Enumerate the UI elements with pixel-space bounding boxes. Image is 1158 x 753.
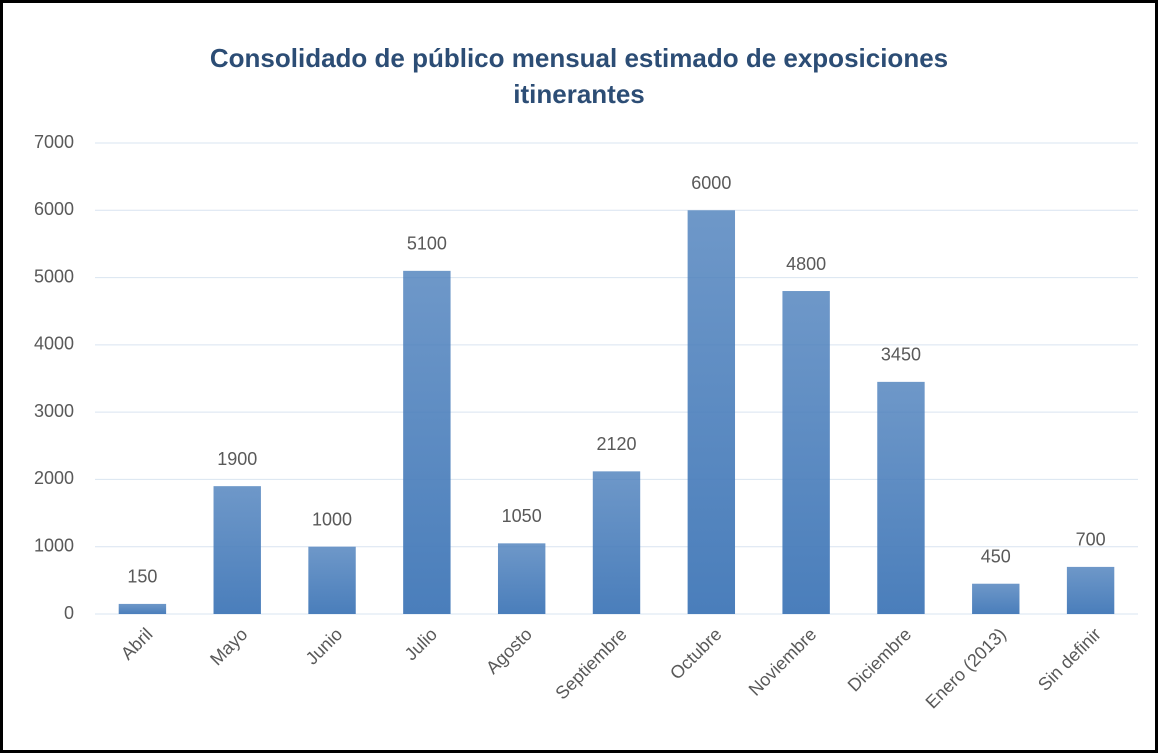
- bar: [687, 210, 736, 615]
- bar: [308, 546, 356, 614]
- data-label: 3450: [881, 345, 921, 365]
- chart-title: Consolidado de público mensual estimado …: [209, 43, 949, 109]
- bar: [972, 583, 1020, 614]
- data-label: 1900: [217, 449, 257, 469]
- y-tick-label: 7000: [34, 132, 74, 152]
- bar: [118, 603, 167, 614]
- y-tick-label: 0: [64, 603, 74, 623]
- x-tick-label: Noviembre: [745, 624, 821, 700]
- data-label: 5100: [407, 234, 447, 254]
- x-tick-label: Junio: [302, 624, 347, 669]
- y-tick-label: 4000: [34, 334, 74, 354]
- y-tick-label: 1000: [34, 535, 74, 555]
- y-tick-label: 5000: [34, 266, 74, 286]
- x-tick-label: Enero (2013): [922, 624, 1010, 712]
- x-tick-label: Mayo: [206, 624, 251, 669]
- bar: [1066, 566, 1115, 614]
- data-label: 450: [981, 546, 1011, 566]
- bar: [403, 270, 451, 614]
- data-label: 1000: [312, 509, 352, 529]
- data-label: 4800: [786, 254, 826, 274]
- data-label: 150: [127, 567, 157, 587]
- data-label: 2120: [596, 434, 636, 454]
- data-label: 1050: [502, 506, 542, 526]
- x-tick-label: Sin definir: [1034, 624, 1105, 695]
- x-tick-label: Abril: [117, 624, 157, 664]
- bar: [782, 291, 830, 614]
- x-tick-label: Diciembre: [844, 624, 915, 695]
- bar: [592, 471, 641, 614]
- bar: [877, 381, 925, 614]
- data-label: 6000: [691, 173, 731, 193]
- title-box: Consolidado de público mensual estimado …: [0, 40, 1158, 112]
- x-tick-label: Agosto: [482, 624, 536, 678]
- y-tick-label: 6000: [34, 199, 74, 219]
- y-tick-label: 2000: [34, 468, 74, 488]
- bar: [497, 543, 546, 614]
- x-tick-label: Octubre: [666, 624, 725, 683]
- bar: [213, 486, 261, 614]
- data-label: 700: [1076, 530, 1106, 550]
- y-tick-label: 3000: [34, 401, 74, 421]
- x-tick-label: Julio: [401, 624, 441, 664]
- x-tick-label: Septiembre: [551, 624, 630, 703]
